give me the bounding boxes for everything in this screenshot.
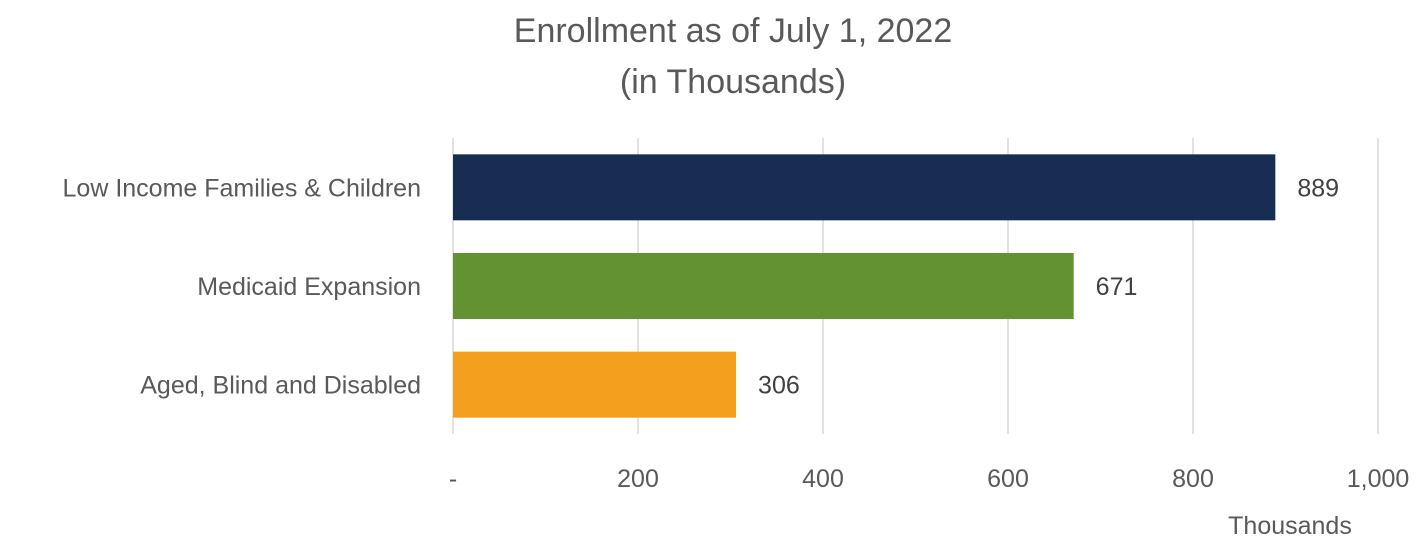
y-tick-label: Aged, Blind and Disabled [140,372,421,400]
x-tick-label: - [449,465,457,493]
x-tick-label: 800 [1172,465,1214,493]
bars [453,154,1276,418]
data-labels: 889 671 306 [758,174,1339,399]
bar [453,253,1074,319]
chart-title-line1: Enrollment as of July 1, 2022 [514,12,952,50]
x-tick-label: 1,000 [1347,465,1410,493]
data-label: 889 [1297,174,1339,202]
bar [453,154,1276,221]
chart-title-line2: (in Thousands) [620,63,846,101]
y-tick-label: Medicaid Expansion [197,273,421,301]
x-tick-label: 600 [987,465,1029,493]
data-label: 671 [1096,273,1138,301]
x-tick-label: 400 [802,465,844,493]
x-axis-labels: - 200 400 600 800 1,000 [449,465,1409,493]
y-axis-labels: Low Income Families & Children Medicaid E… [63,174,421,399]
x-tick-label: 200 [617,465,659,493]
data-label: 306 [758,372,800,400]
x-axis-title: Thousands [1228,512,1352,540]
bar [453,351,737,418]
y-tick-label: Low Income Families & Children [63,174,421,202]
